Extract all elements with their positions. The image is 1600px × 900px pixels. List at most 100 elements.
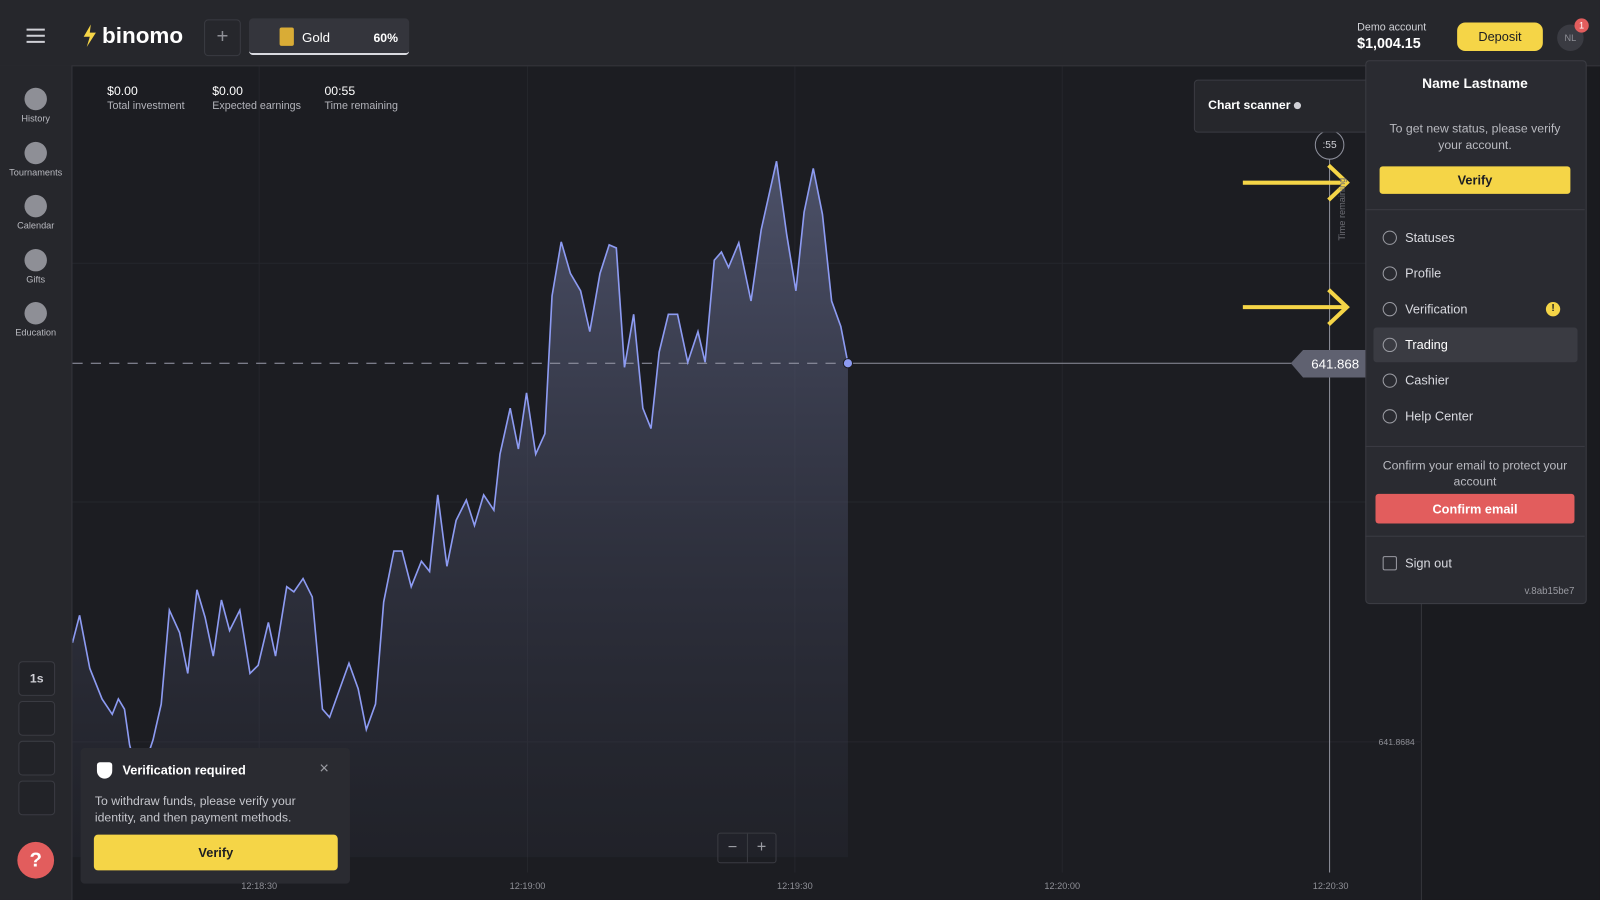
user-name: Name Lastname — [1422, 75, 1528, 91]
sidebar-icon — [24, 141, 47, 164]
stat-value: 00:55 — [324, 83, 356, 98]
stat-label: Time remaining — [324, 99, 398, 113]
x-axis-label: 12:19:30 — [777, 880, 813, 891]
help-button[interactable]: ? — [17, 841, 55, 879]
current-point — [842, 358, 854, 369]
sign-out[interactable]: Sign out — [1382, 556, 1452, 571]
current-price: 641.868 — [1311, 356, 1360, 372]
sign-out-label: Sign out — [1405, 556, 1452, 571]
stat-value: $0.00 — [212, 83, 243, 98]
menu-icon — [1382, 230, 1397, 245]
zoom-in[interactable]: + — [756, 838, 767, 857]
asset-name: Gold — [302, 29, 331, 45]
sidebar-item[interactable]: History — [0, 87, 71, 124]
sidebar-label: Gifts — [26, 273, 46, 285]
sidebar-label: History — [21, 113, 50, 124]
scanner-dot — [1293, 102, 1302, 110]
logo: binomo — [102, 22, 184, 48]
menu-verify[interactable]: Verify — [1379, 166, 1571, 194]
menu-item[interactable]: Profile — [1382, 266, 1442, 281]
asset-icon — [279, 27, 294, 46]
status-text: To get new status, please verify your ac… — [1389, 121, 1561, 153]
drawing-tool[interactable] — [18, 780, 56, 816]
account-label: Demo account — [1357, 21, 1427, 34]
menu-icon — [1382, 409, 1397, 424]
sidebar-label: Tournaments — [9, 166, 63, 178]
stat-value: $0.00 — [107, 83, 138, 98]
sidebar-item[interactable]: Gifts — [0, 248, 71, 284]
toast-close[interactable]: × — [319, 760, 329, 778]
zoom-out[interactable]: − — [718, 833, 748, 863]
warning-icon: ! — [1545, 302, 1561, 317]
chart-scanner-box[interactable] — [1193, 79, 1380, 133]
toast-verify[interactable]: Verify — [93, 834, 338, 871]
menu-icon[interactable] — [26, 28, 45, 44]
menu-label: Statuses — [1405, 230, 1455, 245]
menu-label: Trading — [1405, 337, 1448, 353]
timer: :55 — [1322, 139, 1337, 152]
deposit-button[interactable]: Deposit — [1457, 22, 1543, 52]
menu-label: Help Center — [1405, 409, 1474, 424]
indicators-tool[interactable] — [18, 740, 56, 776]
toast-title: Verification required — [122, 763, 246, 778]
arrows — [1242, 163, 1350, 326]
zoom-controls: − + — [717, 832, 777, 864]
chart-type-tool[interactable] — [18, 701, 56, 736]
sidebar-item[interactable]: Education — [0, 302, 71, 338]
axis-price: 641.8684 — [1378, 736, 1415, 747]
price-area — [72, 161, 848, 858]
payout: 60% — [373, 30, 398, 45]
menu-item[interactable]: Trading — [1382, 337, 1448, 353]
confirm-email[interactable]: Confirm email — [1375, 493, 1575, 524]
toast-text: To withdraw funds, please verify your id… — [94, 793, 296, 825]
price-line — [71, 161, 849, 778]
notification-badge: 1 — [1574, 18, 1589, 33]
active-item-bg — [1373, 327, 1578, 363]
menu-icon — [1382, 373, 1397, 388]
logo-mark — [83, 24, 96, 47]
menu-label: Verification — [1405, 302, 1468, 317]
email-text: Confirm your email to protect your accou… — [1382, 458, 1568, 489]
sidebar-icon — [24, 302, 47, 325]
menu-icon — [1382, 302, 1397, 317]
x-axis-label: 12:20:30 — [1312, 880, 1349, 891]
top-bar — [0, 0, 1600, 67]
menu-label: Profile — [1405, 266, 1442, 281]
menu-item[interactable]: Cashier — [1382, 373, 1450, 388]
menu-icon — [1382, 337, 1397, 353]
sidebar-item[interactable]: Calendar — [0, 194, 71, 231]
menu-label: Cashier — [1405, 373, 1450, 388]
asset-selector[interactable] — [248, 18, 410, 56]
timeframe[interactable]: 1s — [18, 661, 56, 696]
version: v.8ab15be7 — [1524, 585, 1575, 597]
sidebar-icon — [24, 194, 47, 218]
menu-item[interactable]: Help Center — [1382, 409, 1474, 424]
stat: 00:55 Time remaining — [324, 84, 397, 113]
stat: $0.00 Total investment — [107, 84, 184, 113]
sidebar-icon — [24, 87, 47, 111]
balance[interactable]: $1,004.15 — [1357, 34, 1421, 52]
sidebar-label: Calendar — [17, 220, 55, 231]
add-asset[interactable]: + — [204, 19, 241, 57]
x-axis-label: 12:18:30 — [241, 880, 278, 891]
time-remaining-label: Time remaining — [1336, 177, 1347, 241]
separator — [1365, 209, 1585, 211]
menu-icon — [1382, 266, 1397, 281]
sidebar-item[interactable]: Tournaments — [0, 141, 71, 177]
menu-item[interactable]: Statuses — [1382, 230, 1455, 245]
stat-label: Total investment — [107, 99, 185, 113]
chart-scanner[interactable]: Chart scanner — [1208, 97, 1291, 113]
stat-label: Expected earnings — [212, 99, 302, 113]
stat: $0.00 Expected earnings — [212, 84, 301, 113]
menu-item[interactable]: Verification — [1382, 302, 1468, 317]
shield-icon — [96, 762, 113, 779]
sidebar-label: Education — [15, 327, 57, 338]
x-axis-label: 12:20:00 — [1044, 880, 1081, 891]
separator — [1365, 445, 1585, 447]
price-tag — [1290, 349, 1368, 378]
separator — [1365, 535, 1585, 537]
sidebar-icon — [24, 248, 47, 271]
x-axis-label: 12:19:00 — [509, 880, 546, 891]
